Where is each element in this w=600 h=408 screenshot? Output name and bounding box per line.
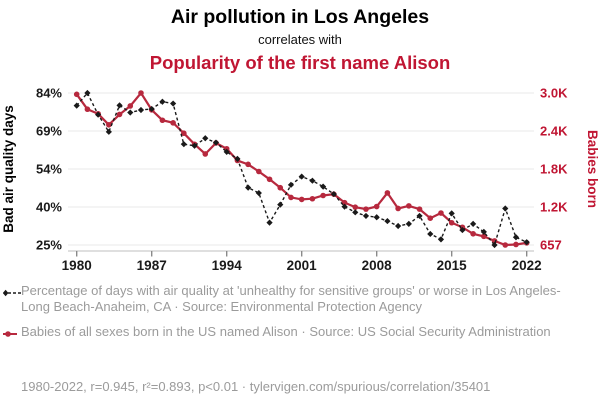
svg-text:2022: 2022 xyxy=(512,258,542,273)
svg-text:2.4K: 2.4K xyxy=(540,124,568,139)
left-tick-labels: 84% 69% 54% 40% 25% xyxy=(36,86,62,253)
svg-text:69%: 69% xyxy=(36,124,62,139)
solid-dot-series-icon xyxy=(3,324,21,345)
svg-text:25%: 25% xyxy=(36,238,62,253)
series-air-quality xyxy=(73,89,530,249)
legend-label-air-quality: Percentage of days with air quality at '… xyxy=(21,283,561,314)
svg-text:1994: 1994 xyxy=(212,258,243,273)
title-block: Air pollution in Los Angeles correlates … xyxy=(0,5,600,75)
svg-text:1.2K: 1.2K xyxy=(540,200,568,215)
svg-text:1980: 1980 xyxy=(62,258,92,273)
right-tick-labels: 3.0K 2.4K 1.8K 1.2K 657 xyxy=(540,86,568,253)
legend-entry-air-quality: Percentage of days with air quality at '… xyxy=(2,283,581,315)
svg-text:3.0K: 3.0K xyxy=(540,86,568,101)
right-axis-title: Babies born xyxy=(585,130,600,208)
legend-entry-alison: Babies of all sexes born in the US named… xyxy=(3,324,581,345)
svg-text:2001: 2001 xyxy=(287,258,318,273)
svg-text:2015: 2015 xyxy=(437,258,468,273)
svg-text:657: 657 xyxy=(540,238,562,253)
svg-text:40%: 40% xyxy=(36,200,62,215)
secondary-title: Popularity of the first name Alison xyxy=(149,52,451,73)
svg-text:84%: 84% xyxy=(36,86,62,101)
left-axis-title: Bad air quality days xyxy=(1,105,16,233)
svg-text:1987: 1987 xyxy=(137,258,167,273)
gridlines xyxy=(68,92,534,246)
stats-footer: 1980-2022, r=0.945, r²=0.893, p<0.01 · t… xyxy=(21,379,491,394)
svg-text:1.8K: 1.8K xyxy=(540,162,568,177)
dashed-diamond-series-icon xyxy=(2,283,21,304)
page-title: Air pollution in Los Angeles xyxy=(170,6,430,28)
svg-text:2008: 2008 xyxy=(362,258,393,273)
legend: Percentage of days with air quality at '… xyxy=(2,283,581,354)
legend-label-alison: Babies of all sexes born in the US named… xyxy=(21,324,551,339)
svg-text:54%: 54% xyxy=(36,162,62,177)
x-axis: 1980 1987 1994 2001 2008 2015 2022 xyxy=(62,250,542,273)
title-connector: correlates with xyxy=(258,32,342,47)
